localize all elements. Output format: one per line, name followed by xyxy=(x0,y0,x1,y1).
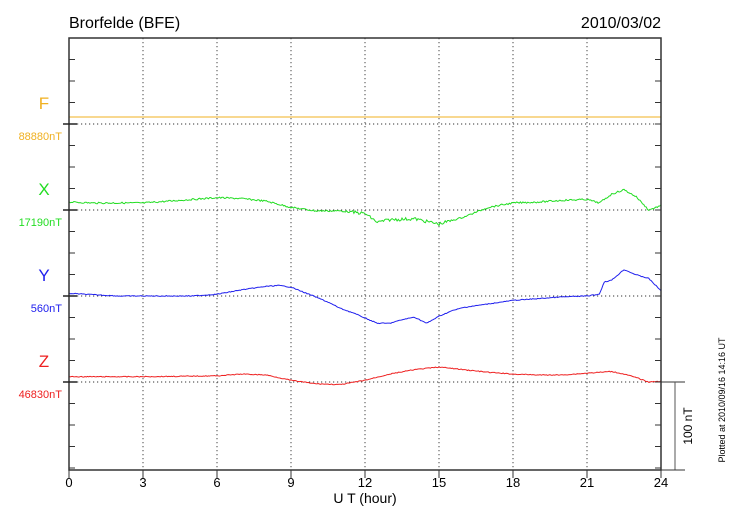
baseline-value-y: 560nT xyxy=(31,303,62,315)
x-tick-label: 21 xyxy=(580,475,594,490)
series-line-x xyxy=(68,188,662,227)
component-label-f: F xyxy=(39,94,49,113)
component-label-z: Z xyxy=(39,352,49,371)
x-axis-label: U T (hour) xyxy=(333,490,396,506)
plot-footer: Plotted at 2010/09/16 14:16 UT xyxy=(717,337,727,463)
x-tick-label: 18 xyxy=(506,475,520,490)
baseline-value-z: 46830nT xyxy=(19,389,63,401)
x-tick-label: 24 xyxy=(654,475,668,490)
x-tick-label: 3 xyxy=(139,475,146,490)
chart-date: 2010/03/02 xyxy=(581,15,661,32)
baseline-value-f: 88880nT xyxy=(19,131,63,143)
x-tick-label: 9 xyxy=(287,475,294,490)
component-label-y: Y xyxy=(38,266,49,285)
chart-title: Brorfelde (BFE) xyxy=(69,15,180,32)
series-line-z xyxy=(68,366,662,386)
x-tick-label: 6 xyxy=(213,475,220,490)
x-tick-label: 15 xyxy=(432,475,446,490)
scale-bar-label: 100 nT xyxy=(681,407,695,445)
baseline-value-x: 17190nT xyxy=(19,217,63,229)
component-label-x: X xyxy=(38,180,49,199)
x-tick-label: 12 xyxy=(358,475,372,490)
x-tick-label: 0 xyxy=(65,475,72,490)
series-line-y xyxy=(68,269,662,325)
